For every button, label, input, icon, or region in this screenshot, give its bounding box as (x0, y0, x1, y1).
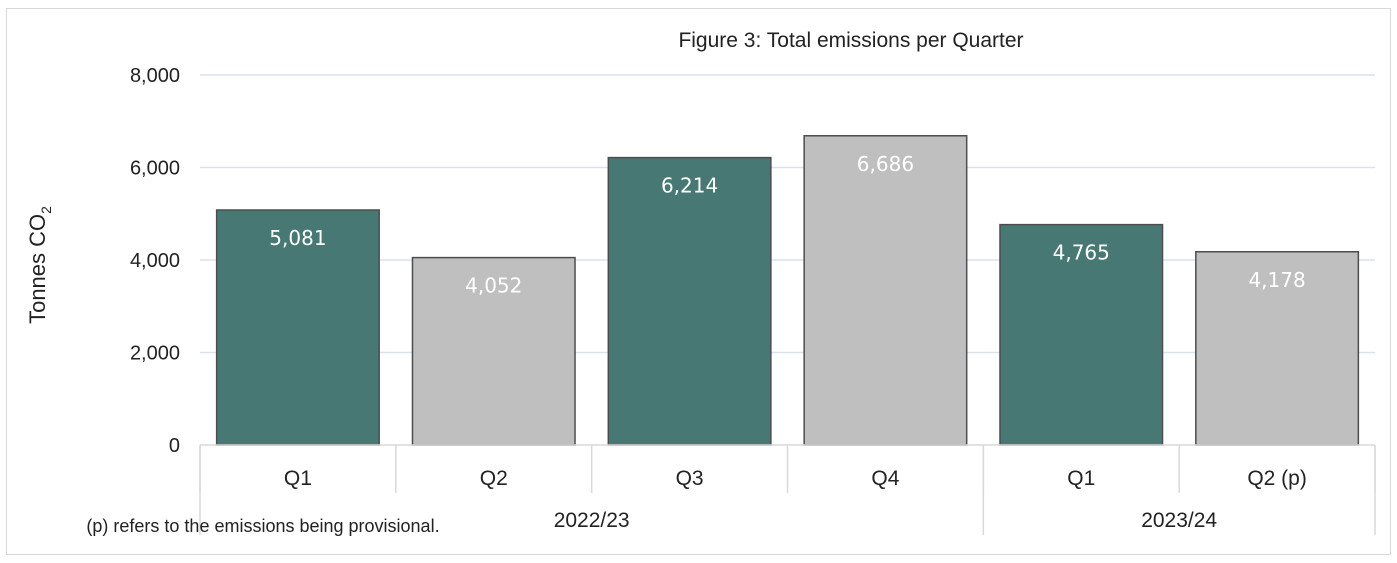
x-tick-label: Q1 (1067, 467, 1095, 490)
data-label: 6,214 (661, 174, 718, 198)
y-axis-ticks: 0 2,000 4,000 6,000 8,000 (130, 65, 180, 457)
bars (215, 135, 1360, 446)
data-label: 4,765 (1053, 241, 1110, 265)
y-axis-label-subscript: 2 (38, 206, 54, 214)
bar (1195, 251, 1360, 446)
gridlines (200, 74, 1375, 354)
x-tick-label: Q4 (871, 467, 899, 490)
group-label: 2023/24 (1141, 509, 1217, 532)
chart-frame (6, 8, 1391, 555)
y-tick-label: 0 (169, 435, 180, 457)
x-axis: Q1 Q2 Q3 Q4 Q1 Q2 (p) 2022/23 2023/24 (199, 444, 1376, 535)
x-tick-label: Q2 (480, 467, 508, 490)
y-axis-label: Tonnes CO2 (25, 206, 54, 324)
chart-title: Figure 3: Total emissions per Quarter (678, 29, 1023, 52)
data-label: 4,178 (1248, 268, 1305, 292)
y-tick-label: 2,000 (130, 343, 180, 365)
bar (607, 156, 772, 446)
bar (215, 209, 380, 446)
y-axis-label-text: Tonnes CO (25, 214, 50, 324)
x-tick-label: Q1 (284, 467, 312, 490)
group-label: 2022/23 (554, 509, 630, 532)
x-tick-label: Q2 (p) (1247, 467, 1307, 490)
y-tick-label: 8,000 (130, 65, 180, 87)
y-tick-label: 6,000 (130, 158, 180, 180)
data-label: 6,686 (857, 152, 914, 176)
data-labels: 5,081 4,052 6,214 6,686 4,765 4,178 (269, 152, 1305, 298)
y-tick-label: 4,000 (130, 250, 180, 272)
data-label: 4,052 (465, 274, 522, 298)
bar (999, 223, 1164, 446)
bar (803, 135, 968, 446)
data-label: 5,081 (269, 226, 326, 250)
x-tick-label: Q3 (676, 467, 704, 490)
footnote: (p) refers to the emissions being provis… (86, 516, 439, 536)
